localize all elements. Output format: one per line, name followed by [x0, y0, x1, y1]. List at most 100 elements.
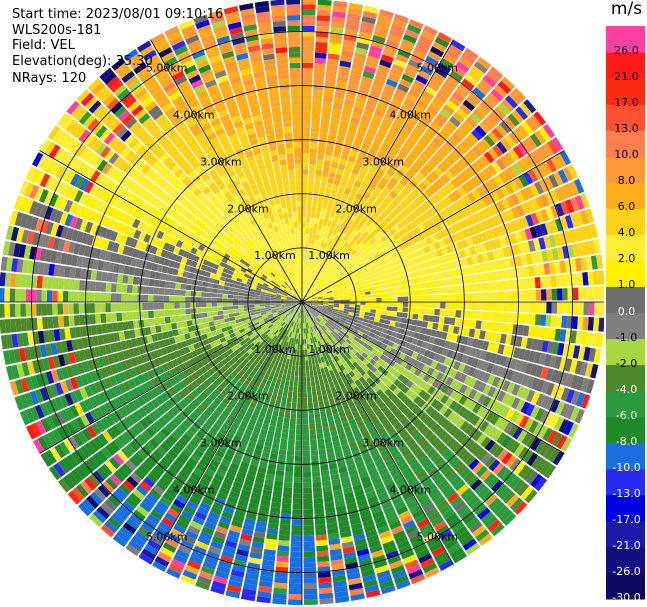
velocity-gate: [93, 488, 107, 502]
velocity-gate: [303, 312, 305, 318]
velocity-gate: [313, 261, 317, 268]
velocity-gate: [156, 480, 168, 492]
velocity-gate: [231, 377, 239, 385]
velocity-gate: [337, 288, 343, 293]
velocity-gate: [355, 47, 368, 56]
velocity-gate: [26, 424, 37, 440]
velocity-gate: [216, 385, 224, 393]
velocity-gate: [453, 222, 462, 232]
velocity-gate: [153, 464, 165, 476]
velocity-gate: [125, 443, 137, 455]
velocity-gate: [126, 476, 139, 488]
velocity-gate: [528, 420, 539, 434]
velocity-gate: [468, 458, 480, 471]
velocity-gate: [378, 322, 385, 328]
velocity-gate: [178, 544, 192, 555]
velocity-gate: [558, 231, 567, 246]
velocity-gate: [204, 555, 219, 565]
velocity-gate: [385, 510, 398, 520]
velocity-gate: [285, 312, 291, 317]
velocity-gate: [475, 320, 482, 330]
velocity-gate: [410, 325, 417, 332]
velocity-gate: [342, 39, 356, 47]
velocity-gate: [193, 324, 200, 331]
velocity-gate: [391, 292, 398, 297]
velocity-gate: [212, 410, 221, 419]
velocity-gate: [338, 226, 345, 233]
velocity-gate: [418, 308, 425, 314]
velocity-gate: [387, 413, 396, 422]
velocity-gate: [186, 560, 201, 570]
velocity-gate: [39, 387, 49, 402]
velocity-gate: [216, 565, 231, 575]
velocity-gate: [184, 481, 196, 491]
velocity-gate: [379, 332, 387, 339]
velocity-gate: [525, 302, 531, 313]
velocity-gate: [418, 347, 427, 356]
velocity-gate: [377, 14, 393, 24]
velocity-gate: [255, 362, 262, 369]
velocity-gate: [252, 360, 259, 367]
velocity-gate: [270, 307, 277, 311]
velocity-gate: [132, 320, 140, 329]
velocity-gate: [492, 144, 504, 157]
velocity-gate: [330, 559, 344, 567]
velocity-gate: [463, 247, 472, 257]
velocity-gate: [141, 460, 153, 472]
velocity-gate: [347, 261, 354, 268]
velocity-gate: [217, 520, 230, 530]
velocity-gate: [251, 431, 260, 439]
velocity-gate: [355, 255, 362, 261]
velocity-gate: [327, 319, 334, 324]
velocity-gate: [298, 328, 301, 334]
velocity-gate: [481, 361, 490, 372]
velocity-gate: [502, 247, 510, 258]
velocity-gate: [386, 292, 393, 297]
velocity-gate: [212, 365, 220, 373]
velocity-gate: [396, 286, 403, 292]
velocity-gate: [567, 287, 574, 301]
velocity-gate: [302, 259, 304, 265]
velocity-gate: [259, 575, 274, 583]
velocity-gate: [211, 372, 219, 381]
velocity-gate: [472, 525, 486, 538]
velocity-gate: [208, 360, 216, 368]
velocity-gate: [458, 209, 468, 219]
velocity-gate: [35, 373, 45, 388]
velocity-gate: [156, 332, 164, 341]
velocity-gate: [417, 69, 431, 81]
velocity-gate: [535, 289, 542, 301]
velocity-gate: [569, 359, 578, 374]
velocity-gate: [453, 429, 464, 440]
velocity-gate: [325, 387, 332, 395]
velocity-gate: [288, 307, 294, 312]
velocity-gate: [262, 334, 269, 340]
velocity-gate: [408, 296, 414, 302]
velocity-gate: [292, 332, 296, 339]
velocity-gate: [373, 559, 388, 569]
velocity-gate: [354, 217, 361, 225]
velocity-gate: [223, 545, 236, 554]
velocity-gate: [400, 146, 411, 156]
velocity-gate: [349, 150, 359, 158]
velocity-gate: [71, 487, 85, 502]
velocity-gate: [307, 270, 311, 277]
velocity-gate: [338, 371, 345, 378]
velocity-gate: [309, 290, 314, 295]
velocity-gate: [312, 487, 322, 493]
velocity-gate: [102, 355, 110, 367]
velocity-gate: [363, 268, 370, 274]
velocity-gate: [331, 156, 340, 164]
velocity-gate: [92, 335, 100, 347]
velocity-gate: [384, 136, 394, 145]
velocity-gate: [270, 352, 276, 359]
velocity-gate: [418, 214, 427, 224]
velocity-gate: [398, 164, 409, 174]
velocity-gate: [465, 542, 481, 556]
velocity-gate: [170, 528, 184, 539]
velocity-gate: [305, 233, 309, 239]
velocity-gate: [267, 375, 274, 382]
velocity-gate: [382, 198, 391, 207]
velocity-gate: [44, 385, 54, 400]
velocity-gate: [347, 377, 355, 385]
